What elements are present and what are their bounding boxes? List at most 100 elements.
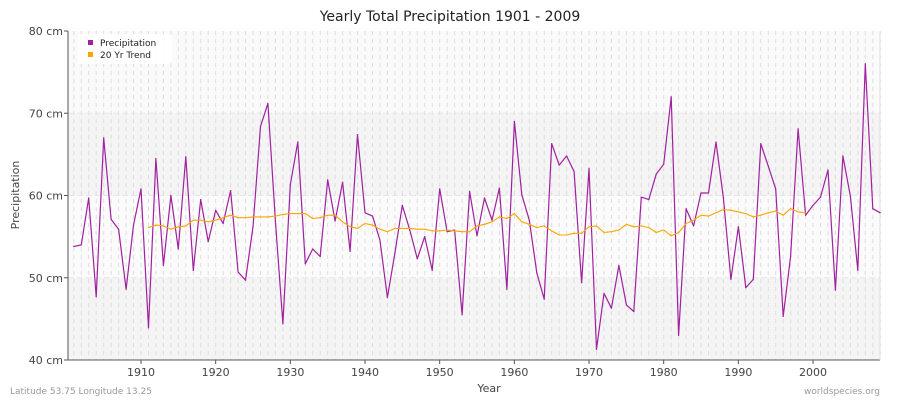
data-point-precipitation (670, 96, 672, 98)
data-point-trend (730, 209, 732, 211)
data-point-trend (416, 228, 418, 230)
y-tick-label: 40 cm (29, 354, 63, 367)
data-point-trend (461, 231, 463, 233)
plot-band (68, 113, 880, 196)
data-point-trend (640, 225, 642, 227)
data-point-precipitation (603, 292, 605, 294)
y-tick-label: 80 cm (29, 25, 63, 38)
data-point-precipitation (506, 288, 508, 290)
x-tick-label: 1990 (724, 366, 752, 379)
data-point-trend (192, 219, 194, 221)
data-point-trend (790, 208, 792, 210)
data-point-precipitation (147, 327, 150, 329)
data-point-trend (356, 227, 359, 229)
data-point-precipitation (730, 278, 732, 280)
data-point-trend (274, 215, 277, 217)
data-point-precipitation (476, 235, 478, 237)
data-point-trend (580, 232, 583, 234)
data-point-precipitation (409, 229, 411, 231)
data-point-trend (521, 221, 523, 223)
data-point-precipitation (797, 128, 799, 130)
data-point-trend (446, 229, 448, 231)
data-point-trend (745, 212, 747, 215)
data-point-precipitation (566, 155, 568, 157)
data-point-precipitation (857, 269, 859, 271)
x-tick-label: 1910 (127, 366, 155, 379)
plot-band (68, 277, 880, 360)
data-point-trend (244, 217, 247, 219)
data-point-precipitation (73, 245, 75, 248)
data-point-trend (162, 225, 165, 227)
data-point-trend (297, 212, 299, 215)
data-point-trend (797, 211, 799, 213)
data-point-trend (588, 226, 590, 228)
data-point-precipitation (692, 225, 695, 227)
data-point-precipitation (678, 334, 680, 336)
data-point-precipitation (88, 197, 90, 199)
data-point-precipitation (252, 226, 254, 228)
data-point-precipitation (663, 163, 665, 165)
data-point-trend (394, 227, 396, 229)
y-tick-label: 50 cm (29, 272, 63, 285)
x-tick-label: 1960 (500, 366, 528, 379)
x-tick-label: 1940 (351, 366, 379, 379)
data-point-precipitation (528, 219, 530, 221)
plot-band (68, 31, 880, 114)
data-point-precipitation (140, 188, 142, 190)
data-point-precipitation (289, 184, 291, 186)
data-point-trend (230, 214, 232, 216)
data-point-precipitation (237, 271, 239, 273)
data-point-trend (334, 214, 336, 216)
data-point-precipitation (185, 156, 187, 158)
data-point-trend (804, 212, 807, 214)
data-point-trend (707, 215, 710, 217)
data-point-trend (431, 230, 433, 232)
data-point-precipitation (364, 212, 366, 214)
data-point-precipitation (715, 141, 717, 143)
data-point-trend (409, 227, 411, 229)
data-point-trend (349, 226, 351, 228)
data-point-trend (304, 212, 306, 215)
data-point-precipitation (849, 195, 851, 197)
legend-swatch-precipitation (88, 40, 93, 45)
data-point-trend (259, 216, 262, 218)
data-point-trend (648, 226, 650, 229)
data-point-trend (543, 225, 545, 227)
data-point-precipitation (356, 134, 359, 136)
data-point-precipitation (610, 307, 613, 309)
data-point-trend (573, 232, 575, 234)
data-point-precipitation (342, 181, 344, 183)
data-point-precipitation (297, 141, 299, 143)
data-point-precipitation (132, 224, 135, 226)
data-point-precipitation (760, 143, 762, 145)
data-point-trend (454, 230, 456, 232)
data-point-trend (692, 219, 695, 221)
data-point-trend (685, 222, 687, 225)
data-point-precipitation (446, 231, 448, 233)
data-point-trend (177, 226, 179, 228)
data-point-trend (536, 226, 538, 229)
data-point-precipitation (118, 228, 120, 230)
data-point-trend (155, 224, 157, 226)
data-point-precipitation (618, 264, 620, 267)
data-point-trend (767, 212, 769, 214)
x-tick-label: 1970 (575, 366, 603, 379)
data-point-precipitation (513, 120, 515, 123)
y-axis-label: Precipitation (9, 161, 22, 230)
data-point-trend (386, 231, 389, 233)
data-point-precipitation (782, 315, 784, 318)
data-point-precipitation (491, 219, 493, 221)
data-point-trend (625, 223, 627, 225)
data-point-trend (319, 217, 321, 219)
data-point-precipitation (834, 289, 837, 291)
data-point-trend (782, 214, 784, 216)
data-point-precipitation (864, 63, 866, 65)
data-point-trend (215, 219, 217, 221)
data-point-precipitation (207, 240, 209, 243)
data-point-trend (185, 225, 187, 227)
data-point-precipitation (625, 304, 627, 306)
footer-location: Latitude 53.75 Longitude 13.25 (10, 387, 152, 397)
data-point-trend (200, 219, 202, 221)
data-point-precipitation (416, 258, 418, 260)
data-point-trend (468, 231, 471, 233)
